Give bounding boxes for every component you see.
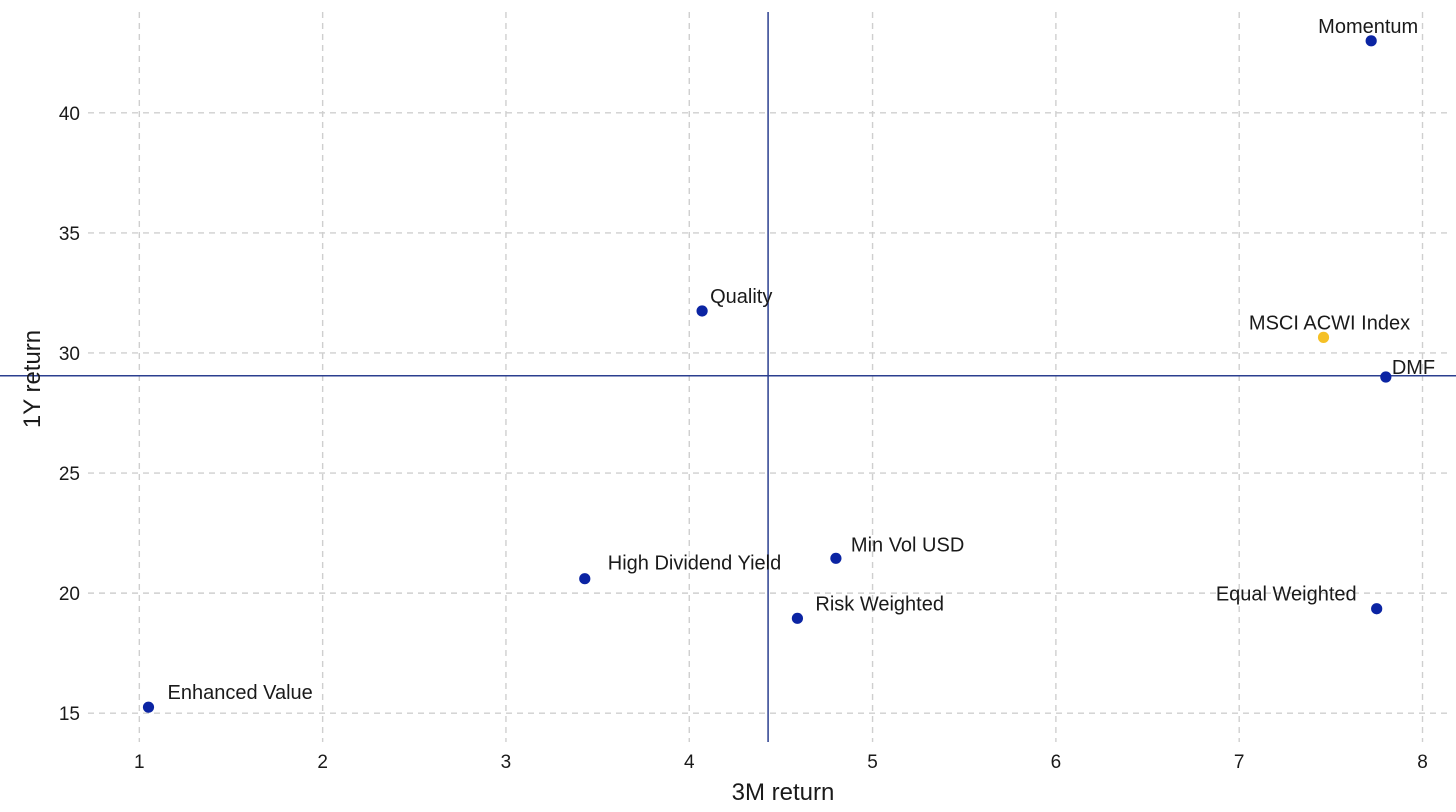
axis-ticks: 1 2 3 4 5 6 7 8 15 20 25 30 35 40 [59, 104, 1428, 773]
x-tick-label: 1 [134, 752, 145, 773]
y-tick-label: 40 [59, 104, 80, 125]
x-tick-label: 6 [1051, 752, 1062, 773]
point-high-dividend-yield [579, 573, 591, 585]
point-label-msci-acwi-index: MSCI ACWI Index [1249, 312, 1410, 334]
point-label-enhanced-value: Enhanced Value [167, 682, 312, 704]
y-tick-label: 35 [59, 224, 80, 245]
x-tick-label: 4 [684, 752, 695, 773]
point-label-dmf: DMF [1392, 357, 1435, 379]
point-msci-acwi-index [1317, 331, 1330, 343]
x-axis-title: 3M return [732, 779, 835, 806]
point-risk-weighted [791, 612, 804, 624]
point-label-risk-weighted: Risk Weighted [815, 593, 944, 615]
point-label-high-dividend-yield: High Dividend Yield [608, 553, 781, 575]
point-labels: Momentum Quality MSCI ACWI Index DMF Min Vol… [167, 16, 1435, 704]
reference-lines [0, 12, 1456, 742]
grid-lines [88, 12, 1450, 742]
x-tick-label: 7 [1234, 752, 1245, 773]
point-momentum [1365, 35, 1377, 47]
x-tick-label: 8 [1417, 752, 1428, 773]
data-points [142, 35, 1392, 713]
point-quality [696, 305, 708, 317]
point-label-quality: Quality [710, 286, 772, 308]
x-tick-label: 5 [867, 752, 878, 773]
point-label-min-vol-usd: Min Vol USD [851, 534, 964, 556]
point-equal-weighted [1371, 603, 1383, 615]
y-tick-label: 20 [59, 584, 80, 605]
point-min-vol-usd [830, 552, 842, 564]
y-tick-label: 25 [59, 464, 80, 485]
point-label-momentum: Momentum [1318, 16, 1418, 38]
y-axis-title: 1Y return [19, 330, 46, 428]
point-dmf [1380, 371, 1392, 383]
point-enhanced-value [142, 701, 155, 713]
point-label-equal-weighted: Equal Weighted [1216, 584, 1357, 606]
x-tick-label: 3 [501, 752, 512, 773]
y-tick-label: 15 [59, 704, 80, 725]
x-tick-label: 2 [317, 752, 328, 773]
y-tick-label: 30 [59, 344, 80, 365]
